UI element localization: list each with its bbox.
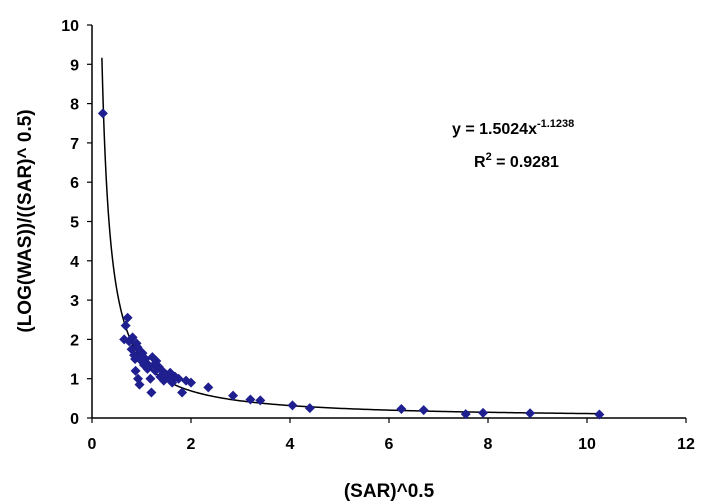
- y-tick-label: 7: [70, 136, 79, 153]
- equation-exponent: -1.1238: [537, 118, 574, 130]
- data-point: [255, 395, 266, 406]
- y-tick-label: 5: [70, 215, 79, 232]
- data-point: [122, 312, 133, 323]
- data-point: [594, 409, 605, 420]
- equation-annotation: y = 1.5024x-1.1238: [452, 118, 574, 138]
- x-axis-title: (SAR)^0.5: [344, 481, 435, 502]
- x-tick-label: 6: [385, 436, 394, 453]
- data-point: [418, 405, 429, 416]
- data-point: [146, 387, 157, 398]
- data-point: [134, 379, 145, 390]
- y-ticks: 0 1 2 3 4 5 6 7 8 9 10: [61, 18, 92, 428]
- data-point: [245, 394, 256, 405]
- data-point: [525, 408, 536, 419]
- y-axis-title: (LOG(WAS))/((SAR)^ 0.5): [15, 109, 36, 332]
- x-tick-label: 0: [88, 436, 97, 453]
- equation-main: y = 1.5024x: [452, 121, 537, 138]
- y-tick-label: 1: [70, 372, 79, 389]
- r2-value: = 0.9281: [492, 154, 559, 171]
- x-tick-label: 10: [578, 436, 596, 453]
- x-tick-label: 2: [187, 436, 196, 453]
- y-tick-label: 3: [70, 293, 79, 310]
- data-point: [97, 108, 108, 119]
- y-tick-label: 10: [61, 18, 79, 35]
- data-point: [173, 373, 184, 384]
- data-point: [120, 320, 131, 331]
- y-tick-label: 9: [70, 57, 79, 74]
- r2-superscript: 2: [486, 151, 492, 163]
- x-ticks: 0 2 4 6 8 10 12: [88, 418, 695, 453]
- data-point: [478, 407, 489, 418]
- data-point: [186, 377, 196, 388]
- data-point: [304, 403, 315, 414]
- x-tick-label: 12: [677, 436, 695, 453]
- y-tick-label: 8: [70, 97, 79, 114]
- data-point: [228, 390, 239, 401]
- data-point: [177, 387, 188, 398]
- data-point: [130, 365, 141, 376]
- trendline: [101, 57, 602, 415]
- data-point: [460, 409, 471, 420]
- x-tick-label: 8: [484, 436, 493, 453]
- y-tick-label: 0: [70, 411, 79, 428]
- data-point: [145, 373, 156, 384]
- y-tick-label: 4: [70, 254, 79, 271]
- data-points: [97, 108, 605, 420]
- y-tick-label: 2: [70, 332, 79, 349]
- data-point: [203, 382, 214, 393]
- data-point: [396, 403, 407, 414]
- r-squared-annotation: R2 = 0.9281: [474, 151, 559, 171]
- r2-label: R: [474, 154, 486, 171]
- data-point: [287, 400, 298, 411]
- y-tick-label: 6: [70, 175, 79, 192]
- x-tick-label: 4: [286, 436, 295, 453]
